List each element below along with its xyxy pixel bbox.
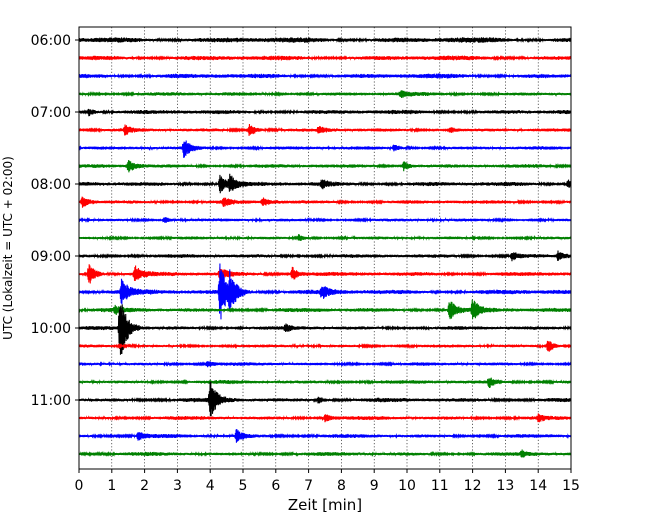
trace-0945 bbox=[78, 299, 572, 320]
y-tick-label: 10:00 bbox=[31, 321, 71, 337]
trace-0600 bbox=[78, 36, 572, 44]
vertical-gridlines bbox=[111, 27, 539, 469]
x-axis-ticks: 0 1 2 3 4 5 6 7 8 9 10 11 12 13 14 15 bbox=[75, 469, 580, 494]
y-axis-label: UTC (Lokalzeit = UTC + 02:00) bbox=[1, 156, 15, 340]
y-tick-label: 09:00 bbox=[31, 249, 71, 265]
x-tick-label: 9 bbox=[370, 478, 379, 494]
trace-0815 bbox=[78, 196, 572, 208]
x-tick-label: 11 bbox=[431, 478, 449, 494]
trace-0900 bbox=[78, 250, 572, 262]
trace-0800 bbox=[78, 173, 572, 194]
x-tick-label: 10 bbox=[398, 478, 416, 494]
y-tick-label: 11:00 bbox=[31, 393, 71, 409]
trace-0630 bbox=[78, 73, 572, 79]
y-tick-label: 06:00 bbox=[31, 33, 71, 49]
x-tick-label: 14 bbox=[529, 478, 547, 494]
trace-1000 bbox=[78, 304, 572, 355]
x-tick-label: 15 bbox=[562, 478, 580, 494]
y-axis-ticks: 06:00 07:00 08:00 09:00 10:00 11:00 bbox=[31, 33, 79, 409]
trace-1100 bbox=[78, 381, 572, 417]
x-tick-label: 1 bbox=[107, 478, 116, 494]
x-tick-label: 7 bbox=[304, 478, 313, 494]
x-tick-label: 0 bbox=[75, 478, 84, 494]
trace-0845 bbox=[78, 234, 572, 241]
trace-0830 bbox=[78, 216, 572, 223]
y-tick-label: 08:00 bbox=[31, 177, 71, 193]
trace-0615 bbox=[78, 55, 572, 62]
x-tick-label: 3 bbox=[173, 478, 182, 494]
trace-0715 bbox=[78, 124, 572, 136]
x-tick-label: 4 bbox=[206, 478, 215, 494]
x-tick-label: 12 bbox=[464, 478, 482, 494]
seismic-traces bbox=[78, 36, 572, 458]
trace-0930 bbox=[78, 263, 572, 320]
trace-1130 bbox=[78, 428, 572, 443]
trace-0700 bbox=[78, 108, 572, 117]
trace-1030 bbox=[78, 361, 572, 368]
plot-frame bbox=[78, 26, 572, 470]
trace-1045 bbox=[78, 377, 572, 389]
x-tick-label: 2 bbox=[140, 478, 149, 494]
trace-1015 bbox=[78, 340, 572, 352]
x-tick-label: 8 bbox=[337, 478, 346, 494]
trace-0730 bbox=[78, 140, 572, 158]
trace-0745 bbox=[78, 160, 572, 173]
x-tick-label: 5 bbox=[239, 478, 248, 494]
x-tick-label: 6 bbox=[271, 478, 280, 494]
x-axis-label: Zeit [min] bbox=[288, 496, 362, 514]
trace-0915 bbox=[78, 264, 572, 284]
trace-1145 bbox=[78, 449, 572, 458]
trace-1115 bbox=[78, 413, 572, 423]
x-tick-label: 13 bbox=[496, 478, 514, 494]
trace-0645 bbox=[78, 90, 572, 98]
y-tick-label: 07:00 bbox=[31, 105, 71, 121]
